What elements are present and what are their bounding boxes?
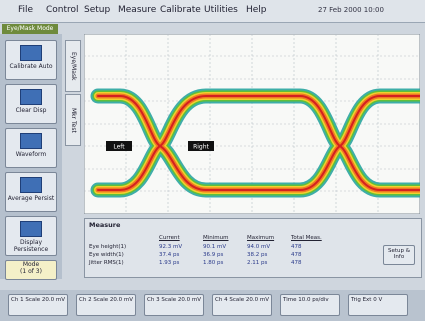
menu-item[interactable]: Measure bbox=[118, 5, 157, 15]
measure-value: 1.93 ps bbox=[159, 260, 180, 266]
side-button[interactable]: Display Persistence bbox=[5, 216, 57, 256]
bottom-bar: Ch 1 Scale 20.0 mV Ch 2 Scale 20.0 mV Ch 3… bbox=[0, 290, 425, 321]
menu-item[interactable]: Calibrate bbox=[160, 5, 201, 15]
button-label: Calibrate Auto bbox=[9, 63, 53, 70]
button-icon bbox=[20, 221, 42, 237]
channel-button[interactable]: Ch 3 Scale 20.0 mV bbox=[144, 294, 204, 316]
side-button[interactable]: Waveform bbox=[5, 128, 57, 168]
marker-left: Left bbox=[113, 144, 125, 151]
measure-value: 37.4 ps bbox=[159, 252, 180, 258]
mode-label: Eye/Mask Mode bbox=[2, 24, 58, 34]
tab[interactable]: Mkr Test bbox=[65, 94, 81, 146]
side-button[interactable]: Clear Disp bbox=[5, 84, 57, 124]
column-header: Minimum bbox=[203, 235, 229, 241]
channel-button[interactable]: Ch 2 Scale 20.0 mV bbox=[76, 294, 136, 316]
row-label: Jitter RMS(1) bbox=[89, 260, 124, 266]
button-label: Display Persistence bbox=[13, 239, 49, 253]
button-icon bbox=[20, 89, 42, 105]
column-header: Total Meas. bbox=[291, 235, 322, 241]
measure-value: 1.80 ps bbox=[203, 260, 224, 266]
menu-item[interactable]: Setup bbox=[84, 5, 111, 15]
side-button[interactable]: Average Persist bbox=[5, 172, 57, 212]
row-label: Eye height(1) bbox=[89, 244, 127, 250]
side-panel: Calibrate Auto Clear Disp Waveform Average … bbox=[0, 34, 62, 280]
channel-button[interactable]: Ch 1 Scale 20.0 mV bbox=[8, 294, 68, 316]
channel-button[interactable]: Time 10.0 ps/div bbox=[280, 294, 340, 316]
measure-value: 478 bbox=[291, 260, 302, 266]
column-header: Maximum bbox=[247, 235, 275, 241]
measure-panel: Measure Current Minimum Maximum Total Meas. E… bbox=[84, 218, 422, 278]
menu-item[interactable]: Utilities bbox=[204, 5, 238, 15]
measure-value: 36.9 ps bbox=[203, 252, 224, 258]
measure-value: 478 bbox=[291, 252, 302, 258]
measure-value: 2.11 ps bbox=[247, 260, 268, 266]
measure-value: 92.3 mV bbox=[159, 244, 183, 250]
tab[interactable]: Eye/Mask bbox=[65, 40, 81, 92]
menu-bar: File Control Setup Measure Calibrate Utilitie… bbox=[0, 0, 425, 23]
measure-value: 94.0 mV bbox=[247, 244, 271, 250]
mode-text: Mode bbox=[22, 261, 40, 268]
button-label: Clear Disp bbox=[15, 107, 47, 114]
measure-value: 90.1 mV bbox=[203, 244, 227, 250]
menu-item[interactable]: File bbox=[18, 5, 34, 15]
datetime: 27 Feb 2000 10:00 bbox=[318, 6, 384, 14]
mode-text: (1 of 3) bbox=[20, 268, 42, 275]
mode-button[interactable]: Mode (1 of 3) bbox=[5, 260, 57, 280]
button-label: Waveform bbox=[15, 151, 47, 158]
measure-value: 478 bbox=[291, 244, 302, 250]
row-label: Eye width(1) bbox=[89, 252, 124, 258]
channel-button[interactable]: Ch 4 Scale 20.0 mV bbox=[212, 294, 272, 316]
button-icon bbox=[20, 177, 42, 193]
marker-right: Right bbox=[193, 144, 209, 151]
menu-item[interactable]: Help bbox=[246, 5, 267, 15]
button-label: Average Persist bbox=[7, 195, 55, 202]
column-header: Current bbox=[159, 235, 180, 241]
menu-item[interactable]: Control bbox=[46, 5, 79, 15]
side-button[interactable]: Calibrate Auto bbox=[5, 40, 57, 80]
measure-tab[interactable]: Measure bbox=[89, 221, 121, 229]
channel-button[interactable]: Trig Ext 0 V bbox=[348, 294, 408, 316]
measure-value: 38.2 ps bbox=[247, 252, 268, 258]
setup-button[interactable]: Setup & Info bbox=[383, 245, 415, 265]
eye-diagram: Left Right bbox=[84, 34, 420, 214]
button-icon bbox=[20, 133, 42, 149]
button-icon bbox=[20, 45, 42, 61]
